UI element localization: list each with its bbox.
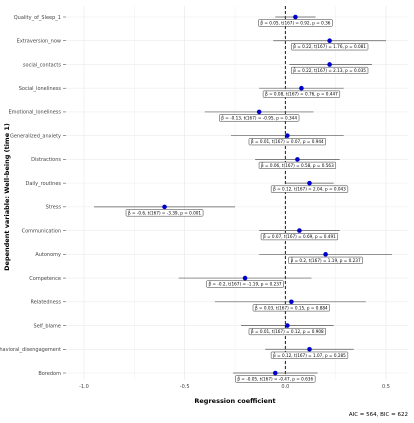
annotation-text: β̂ = -0.05, t(167) = -0.47, p = 0.636 xyxy=(237,377,313,382)
estimate-point xyxy=(162,204,167,210)
estimate-point xyxy=(307,346,312,352)
y-tick-label: Behavioral_disengagement xyxy=(0,347,61,353)
annotation-text: β̂ = 0.22, t(167) = 1.76, p = 0.081 xyxy=(293,44,366,49)
estimate-point xyxy=(293,14,298,20)
y-tick-label: Extraversion_now xyxy=(17,39,61,45)
estimate-annotation: β̂ = 0.05, t(167) = 0.92, p = 0.36 xyxy=(258,19,333,27)
annotation-text: β̂ = 0.01, t(167) = 0.12, p = 0.908 xyxy=(251,329,324,334)
estimate-annotation: β̂ = 0.06, t(167) = 0.58, p = 0.563 xyxy=(258,161,337,169)
annotation-box xyxy=(258,19,333,27)
estimate-point xyxy=(256,109,262,115)
y-tick-label: Communication xyxy=(22,228,61,234)
y-tick-label: Self_blame xyxy=(34,323,61,329)
estimate-annotation: β̂ = 0.12, t(167) = 1.07, p = 0.285 xyxy=(270,351,349,359)
y-tick-label: social_contacts xyxy=(23,62,61,68)
annotation-text: β̂ = 0.05, t(167) = 0.92, p = 0.36 xyxy=(260,21,330,26)
annotation-text: β̂ = 0.22, t(167) = 2.13, p = 0.035 xyxy=(293,68,366,73)
annotation-text: β̂ = 0.01, t(167) = 0.07, p = 0.944 xyxy=(251,139,324,144)
estimate-point xyxy=(289,299,294,305)
y-tick-label: Daily_routines xyxy=(25,181,61,187)
annotation-box xyxy=(235,375,316,383)
annotation-box xyxy=(288,256,363,264)
point-estimates xyxy=(162,14,332,376)
estimate-annotation: β̂ = -0.2, t(167) = -1.19, p = 0.237 xyxy=(206,280,284,288)
estimate-point xyxy=(295,157,300,162)
y-tick-label: Relatedness xyxy=(31,300,62,306)
annotation-box xyxy=(270,351,349,359)
annotation-box xyxy=(206,280,284,288)
estimate-annotation: β̂ = 0.01, t(167) = 0.07, p = 0.944 xyxy=(248,138,326,146)
y-tick-label: Quality_of_Sleep_1 xyxy=(14,15,61,21)
estimate-annotation: β̂ = 0.08, t(167) = 0.76, p = 0.447 xyxy=(262,90,341,98)
estimate-point xyxy=(285,133,290,138)
estimate-point xyxy=(242,275,248,281)
annotation-box xyxy=(252,304,330,312)
estimate-annotation: β̂ = 0.07, t(167) = 0.69, p = 0.491 xyxy=(260,233,339,241)
annotation-text: β̂ = 0.07, t(167) = 0.69, p = 0.491 xyxy=(263,234,336,239)
annotation-box xyxy=(248,138,326,146)
x-tick-labels: -1.0 -0.5 0.0 0.5 xyxy=(79,384,390,390)
estimate-point xyxy=(272,370,278,376)
y-tick-label: Competence xyxy=(29,276,61,282)
y-tick-labels: Quality_of_Sleep_1 Extraversion_nowsocial… xyxy=(0,15,66,377)
y-tick-label: Social_loneliness xyxy=(19,86,62,92)
y-tick-label: Boredom xyxy=(38,371,61,377)
annotation-box xyxy=(125,209,204,217)
annotation-text: β̂ = -0.2, t(167) = -1.19, p = 0.237 xyxy=(209,282,282,287)
annotation-box xyxy=(248,327,326,336)
estimate-annotation: β̂ = 0.22, t(167) = 2.13, p = 0.035 xyxy=(291,66,369,75)
estimate-point xyxy=(307,180,312,186)
y-tick-label: Autonomy xyxy=(35,252,61,258)
estimate-annotation: β̂ = 0.12, t(167) = 2.04, p = 0.043 xyxy=(270,185,349,193)
estimate-annotation: β̂ = 0.03, t(167) = 0.15, p = 0.884 xyxy=(252,304,330,312)
estimate-point xyxy=(299,85,304,91)
estimate-point xyxy=(327,38,332,44)
estimate-point xyxy=(297,228,302,233)
x-tick-label: -0.5 xyxy=(180,384,190,390)
x-tick-label: 0.5 xyxy=(382,384,390,390)
annotation-box xyxy=(262,90,341,98)
estimate-point xyxy=(285,323,290,328)
estimate-annotation: β̂ = 0.01, t(167) = 0.12, p = 0.908 xyxy=(248,327,326,336)
y-tick-label: Distractions xyxy=(31,157,61,163)
annotation-text: β̂ = -0.13, t(167) = -0.95, p = 0.344 xyxy=(221,115,297,120)
annotation-text: β̂ = 0.2, t(167) = 1.19, p = 0.237 xyxy=(291,258,361,263)
annotation-text: β̂ = 0.12, t(167) = 1.07, p = 0.285 xyxy=(273,353,346,358)
annotations: β̂ = 0.05, t(167) = 0.92, p = 0.36 β̂ = 0… xyxy=(125,19,369,383)
y-tick-label: Stress xyxy=(46,205,62,211)
annotation-text: β̂ = 0.03, t(167) = 0.15, p = 0.884 xyxy=(255,305,328,310)
annotation-text: β̂ = 0.08, t(167) = 0.76, p = 0.447 xyxy=(265,92,338,97)
estimate-annotation: β̂ = -0.13, t(167) = -0.95, p = 0.344 xyxy=(219,114,300,122)
estimate-annotation: β̂ = -0.05, t(167) = -0.47, p = 0.636 xyxy=(235,375,316,383)
annotation-text: β̂ = -0.6, t(167) = -3.39, p = 0.001 xyxy=(128,210,201,215)
annotation-box xyxy=(291,43,369,51)
y-tick-label: Generalized_anxiety xyxy=(10,133,61,139)
y-tick-label: Emotional_loneliness xyxy=(8,110,61,116)
estimate-point xyxy=(323,252,328,257)
annotation-text: β̂ = 0.06, t(167) = 0.58, p = 0.563 xyxy=(261,163,334,168)
annotation-box xyxy=(291,66,369,75)
x-tick-label: -1.0 xyxy=(79,384,89,390)
annotation-box xyxy=(260,233,339,241)
annotation-box xyxy=(258,161,337,169)
estimate-point xyxy=(327,62,332,67)
y-axis-title: Dependent variable: Well-being (time 1) xyxy=(3,123,11,271)
x-tick-label: 0.0 xyxy=(281,384,289,390)
annotation-text: β̂ = 0.12, t(167) = 2.04, p = 0.043 xyxy=(273,187,346,192)
annotation-box xyxy=(270,185,349,193)
estimate-annotation: β̂ = -0.6, t(167) = -3.39, p = 0.001 xyxy=(125,209,204,217)
estimate-annotation: β̂ = 0.2, t(167) = 1.19, p = 0.237 xyxy=(288,256,363,264)
fit-statistics-caption: AIC = 564, BIC = 622 xyxy=(349,412,408,418)
estimate-annotation: β̂ = 0.22, t(167) = 1.76, p = 0.081 xyxy=(291,43,369,51)
x-axis-title: Regression coefficient xyxy=(194,397,275,405)
annotation-box xyxy=(219,114,300,122)
